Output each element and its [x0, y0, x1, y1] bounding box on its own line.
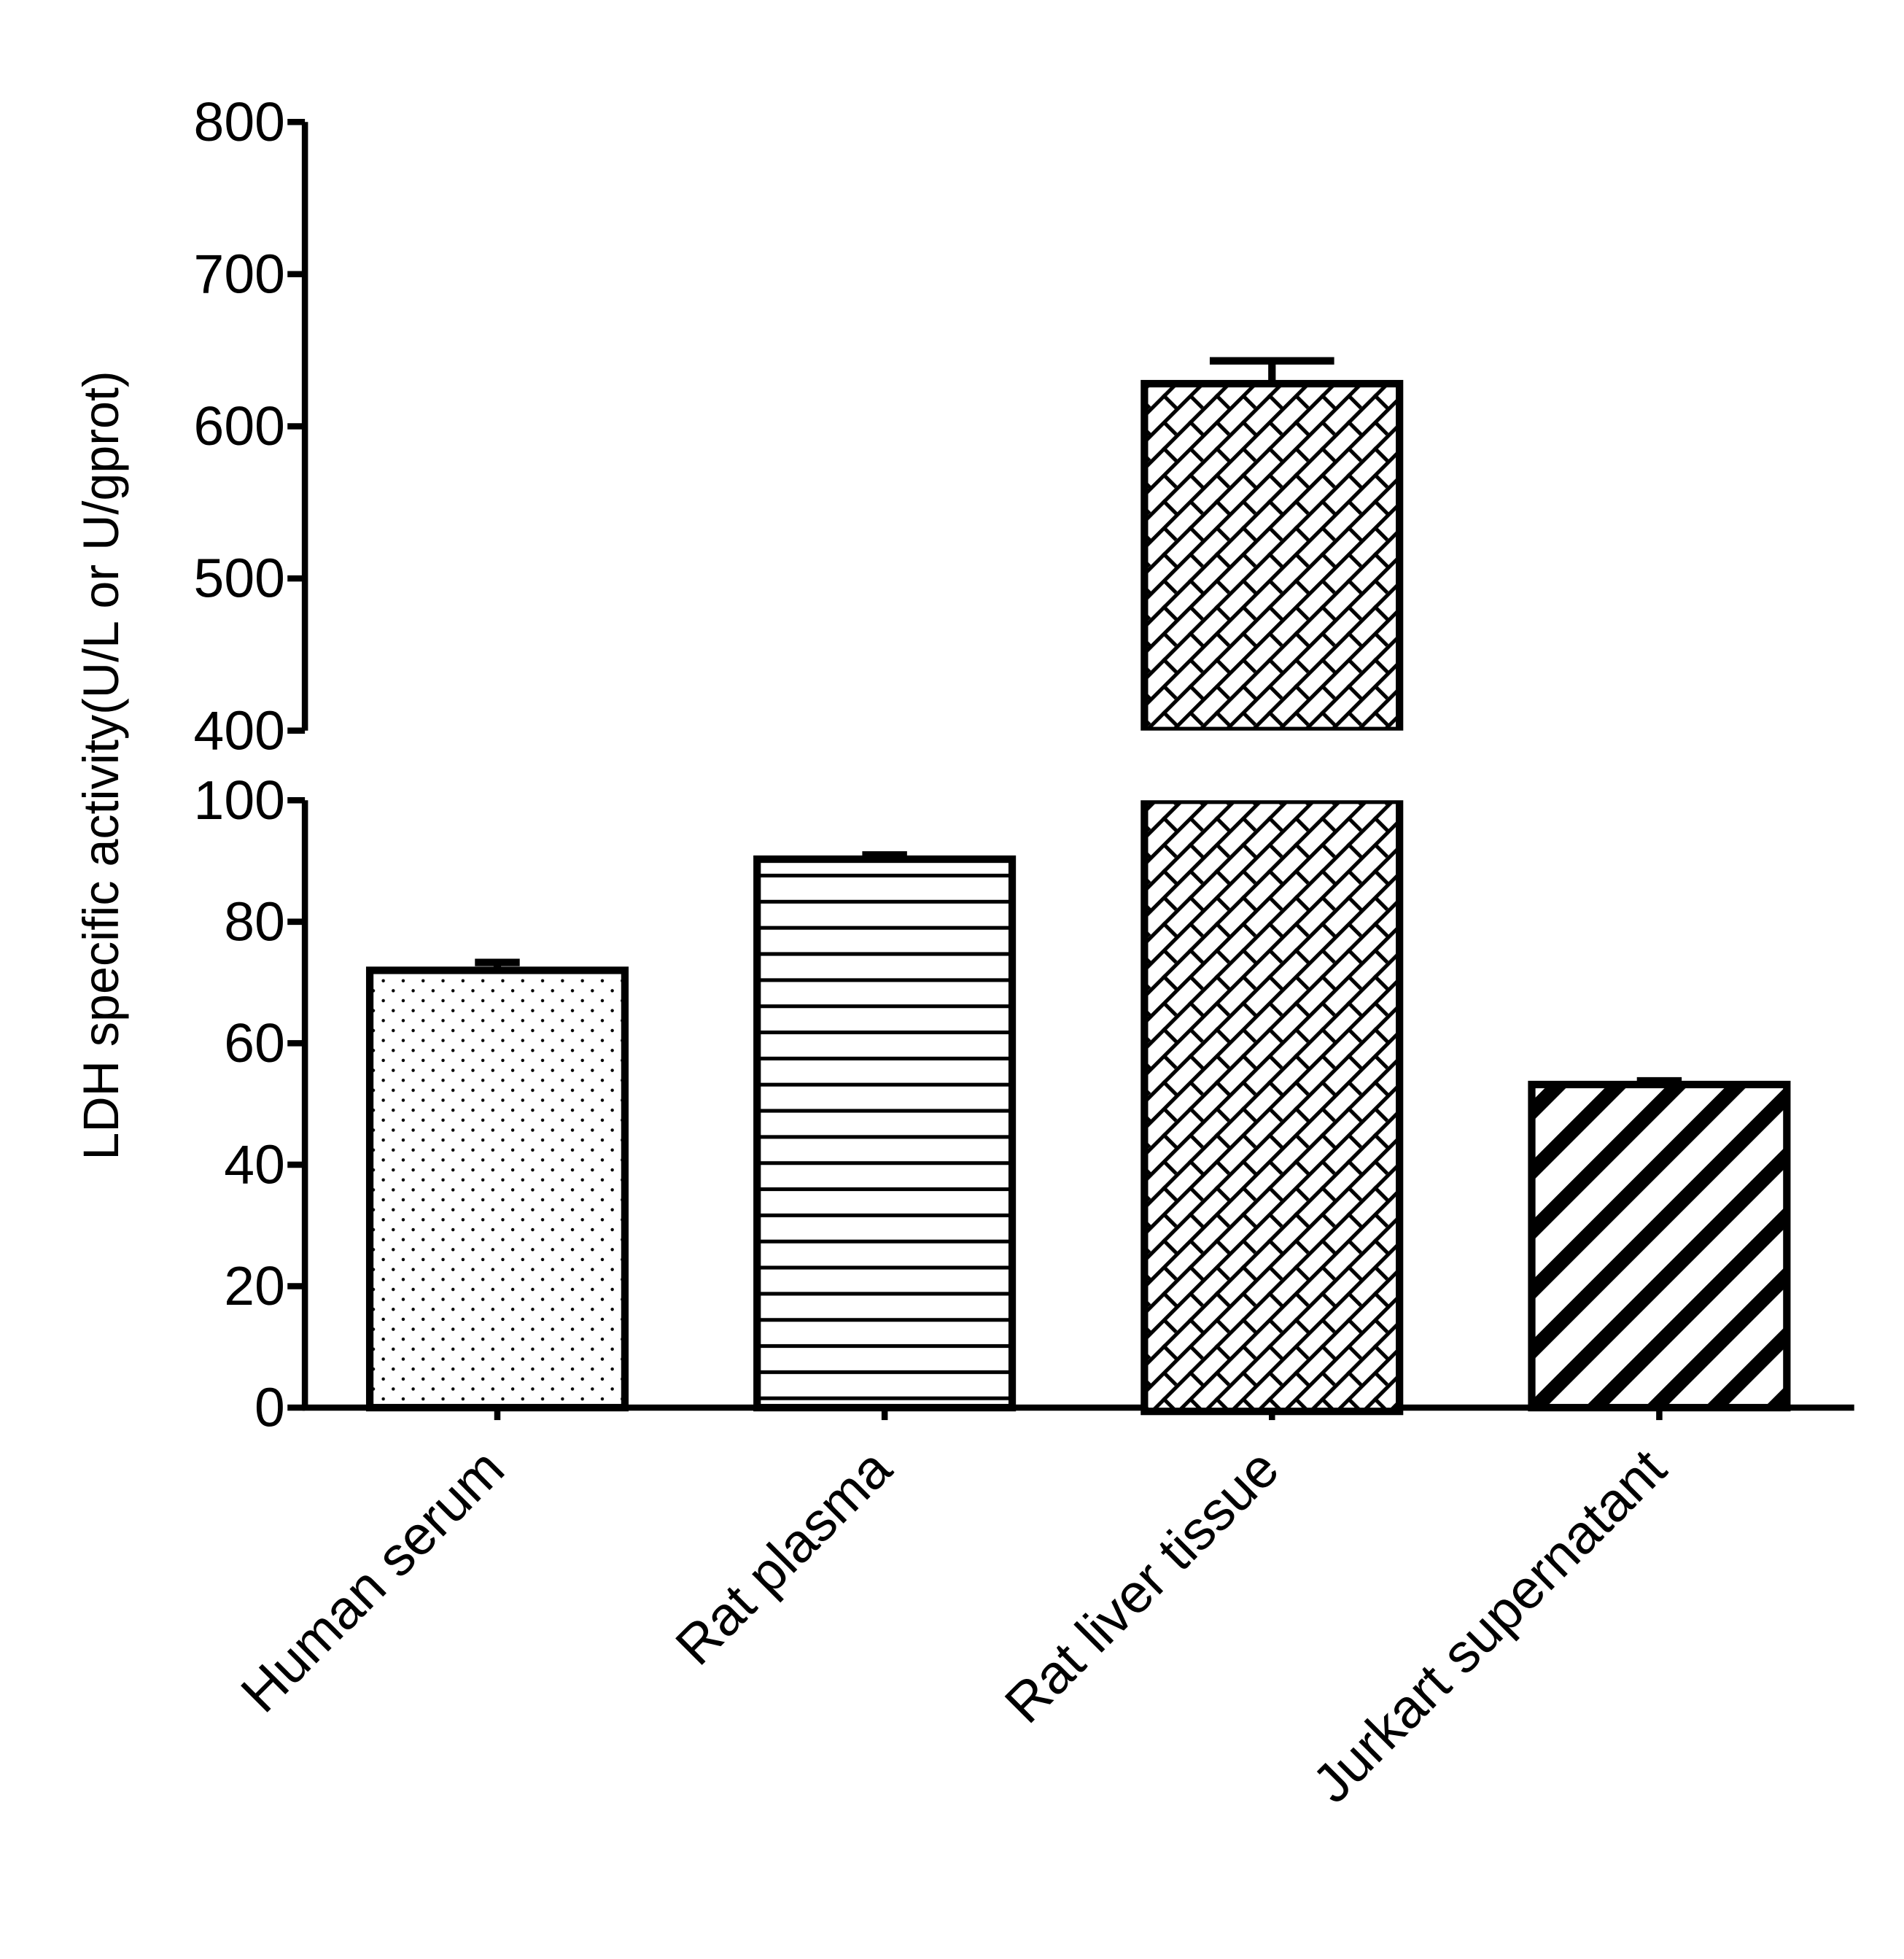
bars	[365, 357, 1791, 1416]
y-tick-label: 400	[194, 699, 285, 761]
y-tick-label: 20	[224, 1255, 285, 1316]
y-tick-label: 60	[224, 1012, 285, 1074]
y-tick-label: 800	[194, 91, 285, 152]
y-tick-label: 600	[194, 395, 285, 457]
axes: 0 20 40 60 80 100 400 500 600 700 800 Human serum Ra…	[194, 91, 1854, 1815]
axis-break-gap	[1139, 730, 1405, 801]
x-tick-label: Jurkart supernatant	[1301, 1438, 1678, 1815]
y-axis-label: LDH specific activity(U/L or U/gprot)	[74, 371, 129, 1160]
x-tick-label: Human serum	[229, 1438, 516, 1724]
x-tick-label: Rat liver tissue	[993, 1438, 1291, 1735]
y-tick-label: 0	[254, 1377, 285, 1438]
bar	[753, 855, 1017, 1412]
x-tick-label: Rat plasma	[664, 1438, 903, 1677]
bar-upper-segment	[1141, 379, 1404, 734]
y-tick-label: 80	[224, 891, 285, 952]
y-tick-label: 700	[194, 243, 285, 304]
bar-lower-segment	[1141, 796, 1404, 1416]
y-tick-label: 40	[224, 1134, 285, 1195]
bar	[1528, 1080, 1791, 1412]
bar	[365, 966, 629, 1412]
y-tick-label: 100	[194, 769, 285, 831]
y-tick-label: 500	[194, 548, 285, 609]
